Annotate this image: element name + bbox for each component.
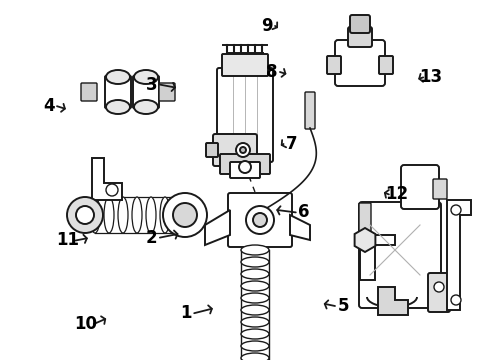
Ellipse shape (160, 197, 170, 233)
Text: 5: 5 (337, 297, 349, 315)
Ellipse shape (146, 197, 156, 233)
Text: 6: 6 (298, 203, 310, 221)
Ellipse shape (241, 269, 269, 279)
Text: 10: 10 (74, 315, 97, 333)
FancyBboxPatch shape (213, 134, 257, 166)
FancyBboxPatch shape (433, 179, 447, 199)
Ellipse shape (106, 100, 130, 114)
Circle shape (236, 143, 250, 157)
Ellipse shape (104, 197, 114, 233)
Ellipse shape (106, 84, 130, 100)
Circle shape (434, 282, 444, 292)
Text: 12: 12 (385, 185, 409, 203)
Circle shape (246, 206, 274, 234)
FancyBboxPatch shape (81, 83, 97, 101)
Text: 11: 11 (56, 231, 79, 249)
FancyBboxPatch shape (350, 15, 370, 33)
Polygon shape (290, 215, 310, 240)
FancyBboxPatch shape (230, 162, 260, 178)
Circle shape (253, 213, 267, 227)
Ellipse shape (132, 197, 142, 233)
Text: 7: 7 (286, 135, 297, 153)
FancyBboxPatch shape (206, 143, 218, 157)
Ellipse shape (134, 70, 158, 84)
Ellipse shape (90, 197, 100, 233)
Circle shape (240, 147, 246, 153)
Text: 3: 3 (146, 76, 158, 94)
Polygon shape (447, 200, 471, 310)
Text: 2: 2 (146, 229, 158, 247)
Ellipse shape (106, 70, 130, 84)
Ellipse shape (241, 293, 269, 303)
Polygon shape (378, 287, 408, 315)
Ellipse shape (241, 341, 269, 351)
Ellipse shape (241, 245, 269, 255)
FancyBboxPatch shape (359, 203, 371, 237)
Circle shape (239, 161, 251, 173)
FancyBboxPatch shape (220, 154, 270, 174)
Circle shape (76, 206, 94, 224)
Ellipse shape (134, 84, 158, 100)
Text: 13: 13 (419, 68, 443, 86)
Ellipse shape (241, 353, 269, 360)
Polygon shape (360, 235, 395, 280)
Circle shape (163, 193, 207, 237)
Circle shape (67, 197, 103, 233)
Ellipse shape (134, 100, 158, 114)
Text: 9: 9 (261, 17, 273, 35)
FancyBboxPatch shape (222, 54, 268, 76)
Text: 4: 4 (43, 97, 55, 115)
Circle shape (106, 184, 118, 196)
Ellipse shape (118, 197, 128, 233)
FancyBboxPatch shape (335, 40, 385, 86)
Circle shape (173, 203, 197, 227)
Polygon shape (92, 158, 122, 200)
FancyBboxPatch shape (305, 92, 315, 129)
FancyBboxPatch shape (360, 251, 370, 273)
FancyBboxPatch shape (428, 273, 450, 312)
FancyBboxPatch shape (379, 56, 393, 74)
Ellipse shape (241, 329, 269, 339)
Ellipse shape (241, 305, 269, 315)
FancyBboxPatch shape (105, 76, 131, 108)
Text: 1: 1 (180, 304, 192, 322)
FancyBboxPatch shape (348, 27, 372, 47)
Text: 8: 8 (266, 63, 278, 81)
Polygon shape (205, 210, 230, 245)
Polygon shape (355, 228, 375, 252)
FancyBboxPatch shape (359, 202, 441, 308)
Circle shape (451, 205, 461, 215)
FancyBboxPatch shape (133, 76, 159, 108)
FancyBboxPatch shape (327, 56, 341, 74)
FancyBboxPatch shape (217, 68, 273, 162)
Ellipse shape (241, 281, 269, 291)
FancyBboxPatch shape (228, 193, 292, 247)
FancyBboxPatch shape (401, 165, 439, 209)
Ellipse shape (241, 257, 269, 267)
Ellipse shape (241, 317, 269, 327)
FancyBboxPatch shape (159, 83, 175, 101)
Circle shape (451, 295, 461, 305)
